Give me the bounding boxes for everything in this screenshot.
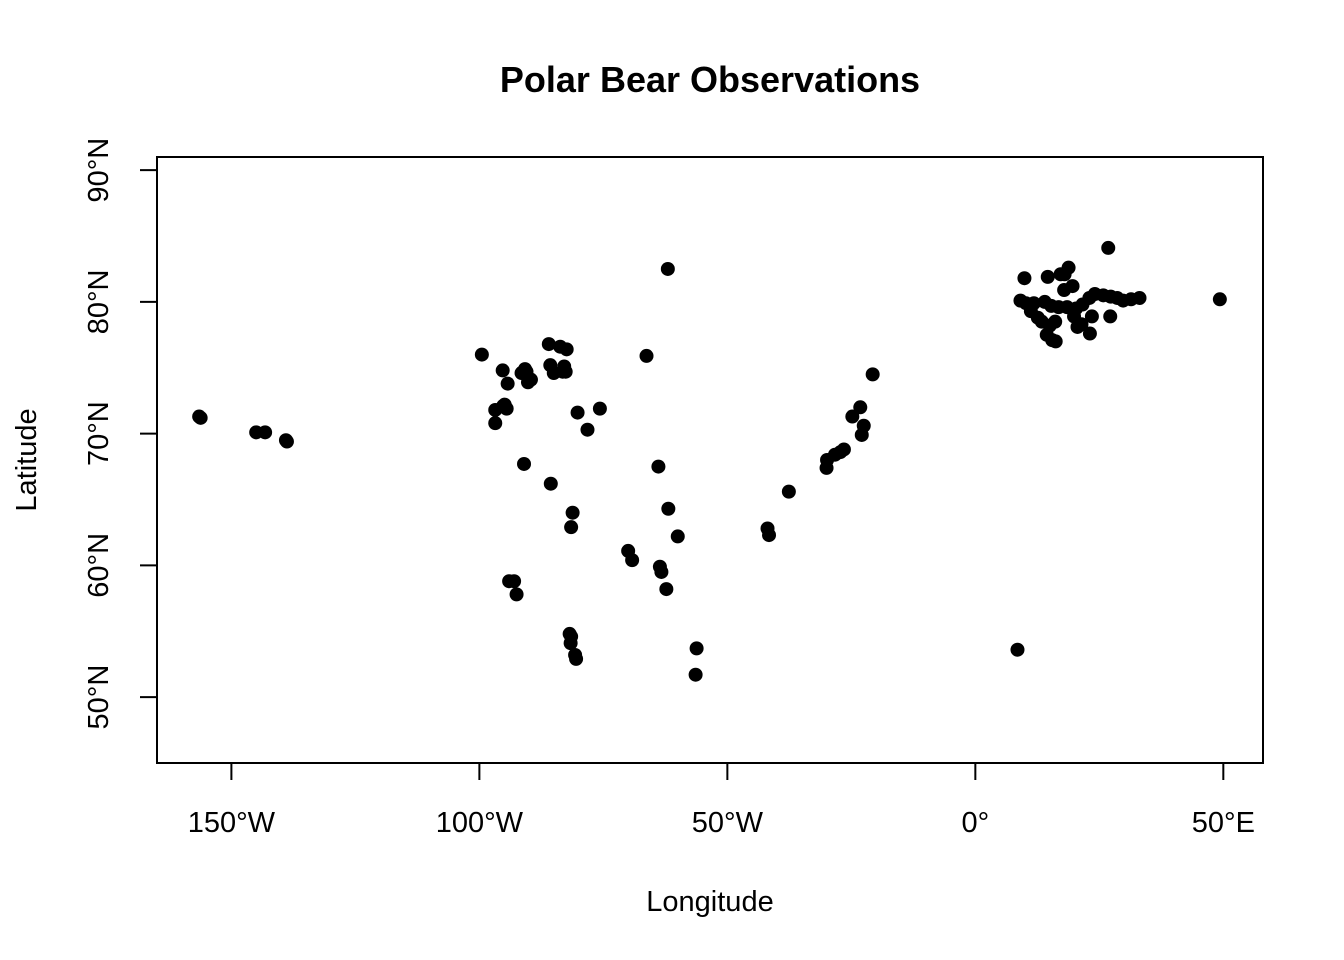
- x-tick-label: 50°E: [1192, 807, 1255, 839]
- data-point: [1101, 240, 1116, 255]
- data-point: [1103, 309, 1118, 324]
- data-point: [781, 484, 796, 499]
- data-point: [1057, 267, 1072, 282]
- x-tick-label: 50°W: [692, 807, 764, 839]
- x-tick-label: 150°W: [188, 807, 276, 839]
- data-point: [500, 376, 515, 391]
- data-point: [1132, 290, 1147, 305]
- x-tick-label: 0°: [961, 807, 989, 839]
- data-point: [564, 520, 579, 535]
- data-point: [854, 427, 869, 442]
- data-point: [558, 364, 573, 379]
- data-point: [853, 400, 868, 415]
- chart-title: Polar Bear Observations: [500, 59, 920, 100]
- data-point: [762, 528, 777, 543]
- data-point: [523, 372, 538, 387]
- plot-frame: [156, 156, 1264, 764]
- data-point: [819, 460, 834, 475]
- y-tick-label: 70°N: [83, 401, 115, 466]
- data-point: [1212, 292, 1227, 307]
- x-axis-label: Longitude: [646, 886, 773, 918]
- data-point: [660, 261, 675, 276]
- y-tick-label: 50°N: [83, 665, 115, 730]
- data-point: [1010, 642, 1025, 657]
- data-point: [625, 553, 640, 568]
- x-axis: 150°W 100°W 50°W 0° 50°E: [188, 763, 1255, 839]
- data-point: [833, 445, 848, 460]
- data-point: [279, 434, 294, 449]
- y-tick-label: 60°N: [83, 533, 115, 598]
- data-point: [1082, 326, 1097, 341]
- data-point: [543, 476, 558, 491]
- data-point: [865, 367, 880, 382]
- data-point: [1040, 269, 1055, 284]
- data-point: [592, 401, 607, 416]
- data-point: [1074, 317, 1089, 332]
- data-point: [474, 347, 489, 362]
- data-point: [499, 401, 514, 416]
- data-point: [517, 456, 532, 471]
- data-point: [507, 574, 522, 589]
- data-point: [509, 587, 524, 602]
- data-point: [651, 459, 666, 474]
- data-point: [193, 410, 208, 425]
- data-point: [495, 363, 510, 378]
- data-point: [688, 667, 703, 682]
- data-point: [1057, 283, 1072, 298]
- data-point: [541, 337, 556, 352]
- data-point: [1048, 314, 1063, 329]
- y-tick-label: 80°N: [83, 270, 115, 335]
- data-point: [661, 501, 676, 516]
- data-point: [570, 405, 585, 420]
- data-point: [565, 505, 580, 520]
- data-point: [563, 636, 578, 651]
- y-axis: 50°N 60°N 70°N 80°N 90°N: [83, 138, 157, 730]
- data-point: [670, 529, 685, 544]
- data-point: [559, 342, 574, 357]
- data-point: [659, 582, 674, 597]
- data-point: [569, 651, 584, 666]
- data-point: [580, 422, 595, 437]
- data-point: [845, 409, 860, 424]
- data-points: [192, 240, 1227, 682]
- data-point: [258, 425, 273, 440]
- x-tick-label: 100°W: [436, 807, 524, 839]
- data-point: [488, 416, 503, 431]
- data-point: [1084, 309, 1099, 324]
- y-axis-label: Latitude: [11, 408, 43, 511]
- y-tick-label: 90°N: [83, 138, 115, 203]
- data-point: [654, 564, 669, 579]
- data-point: [639, 348, 654, 363]
- data-point: [1048, 334, 1063, 349]
- data-point: [1017, 271, 1032, 286]
- data-point: [689, 641, 704, 656]
